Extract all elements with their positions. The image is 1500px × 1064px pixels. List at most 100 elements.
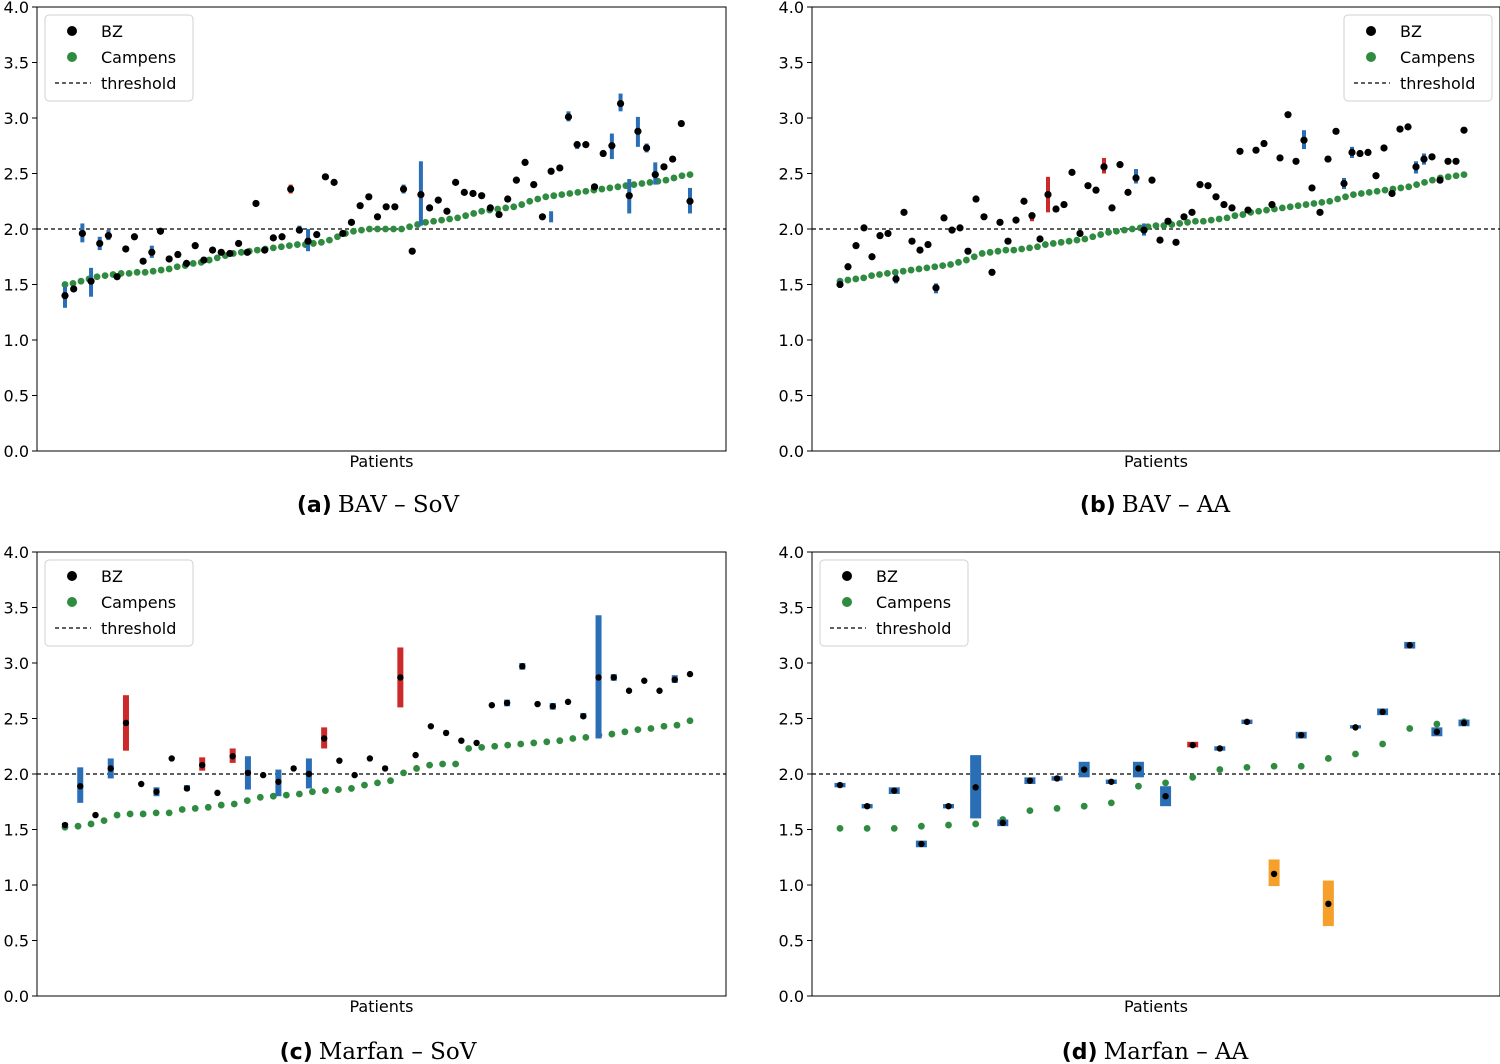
- bz-point: [1316, 208, 1324, 216]
- campens-point: [1421, 178, 1428, 186]
- campens-point: [178, 806, 186, 813]
- bz-point: [113, 273, 121, 281]
- bz-point: [373, 213, 382, 221]
- bz-point: [458, 737, 465, 744]
- y-tick-label: 1.0: [779, 331, 804, 350]
- bz-point: [1196, 181, 1204, 189]
- campens-point: [1184, 218, 1191, 226]
- bz-point: [999, 819, 1006, 827]
- bz-point: [351, 771, 358, 779]
- bz-point: [1348, 148, 1356, 157]
- bz-point: [530, 181, 538, 189]
- y-tick-label: 3.5: [779, 54, 804, 73]
- bz-point: [972, 195, 980, 203]
- legend-marker-campens: [1366, 52, 1376, 62]
- bz-point: [924, 240, 932, 249]
- bz-point: [122, 719, 130, 727]
- y-tick-label: 4.0: [779, 543, 804, 562]
- campens-point: [77, 277, 85, 285]
- bz-point: [259, 771, 267, 779]
- campens-point: [237, 248, 245, 256]
- campens-point: [191, 805, 199, 812]
- legend-marker-campens: [842, 597, 852, 607]
- y-tick-label: 3.5: [4, 54, 29, 73]
- bz-point: [269, 234, 277, 242]
- x-axis-label: Patients: [1124, 997, 1188, 1016]
- campens-point: [598, 185, 606, 193]
- bz-point: [408, 247, 416, 255]
- campens-point: [149, 267, 157, 275]
- campens-point: [69, 279, 77, 287]
- bz-point: [868, 253, 876, 261]
- campens-point: [1018, 245, 1026, 253]
- campens-point: [558, 191, 566, 198]
- bz-point: [452, 178, 460, 186]
- bz-point: [503, 699, 511, 707]
- bz-point: [884, 229, 892, 238]
- bz-point: [945, 802, 952, 810]
- campens-point: [230, 800, 238, 808]
- campens-point: [1176, 220, 1184, 227]
- legend-label: Campens: [1400, 48, 1475, 67]
- bz-point: [168, 755, 175, 762]
- campens-point: [157, 266, 165, 274]
- campens-point: [1452, 172, 1460, 180]
- legend: BZ Campens threshold: [44, 559, 194, 647]
- panel-caption: (c) Marfan – SoV: [280, 1039, 477, 1064]
- y-tick-label: 0.5: [779, 387, 804, 406]
- bz-point: [1380, 144, 1388, 152]
- bz-point: [844, 263, 852, 271]
- legend-label: threshold: [876, 619, 951, 638]
- bz-point: [339, 229, 347, 238]
- campens-point: [986, 248, 994, 256]
- campens-point: [852, 275, 860, 283]
- legend-marker-bz: [842, 571, 852, 581]
- bz-point: [1080, 766, 1088, 773]
- campens-point: [1216, 766, 1224, 773]
- bz-point: [442, 729, 450, 737]
- campens-point: [1162, 779, 1169, 787]
- bz-point: [1156, 236, 1164, 244]
- campens-point: [582, 187, 590, 195]
- bz-point: [892, 275, 900, 283]
- x-axis-label: Patients: [1124, 452, 1188, 471]
- campens-point: [1010, 246, 1018, 254]
- campens-point: [883, 270, 891, 277]
- bz-point: [1372, 172, 1380, 180]
- bz-point: [1356, 149, 1364, 158]
- campens-point: [387, 777, 394, 785]
- campens-point: [1302, 201, 1310, 208]
- campens-point: [1120, 226, 1128, 234]
- bz-point: [148, 248, 156, 256]
- campens-point: [1297, 762, 1305, 770]
- bz-point: [852, 242, 860, 250]
- bz-point: [1148, 176, 1156, 184]
- caption-text: BAV – SoV: [338, 492, 460, 518]
- campens-point: [438, 216, 446, 224]
- bz-point: [1044, 190, 1052, 199]
- bz-point: [1216, 745, 1224, 752]
- campens-point: [309, 240, 317, 247]
- bz-point: [290, 765, 297, 772]
- bz-point: [1172, 238, 1180, 246]
- campens-point: [213, 254, 221, 262]
- campens-point: [582, 733, 590, 741]
- bz-point: [549, 703, 557, 710]
- campens-point: [836, 824, 844, 832]
- campens-point: [1065, 237, 1073, 245]
- bz-point: [671, 676, 678, 683]
- bz-point: [61, 821, 69, 829]
- campens-point: [422, 218, 429, 226]
- bz-point: [547, 167, 555, 175]
- bz-point: [512, 176, 520, 184]
- bz-point: [391, 203, 399, 211]
- bz-point: [564, 113, 573, 121]
- campens-point: [1135, 782, 1142, 790]
- bz-point: [1396, 125, 1404, 133]
- campens-point: [348, 785, 355, 792]
- legend: BZ Campens threshold: [1343, 14, 1493, 102]
- bz-point: [908, 237, 916, 245]
- bz-point: [1020, 197, 1028, 205]
- panel-caption: (d) Marfan – AA: [1062, 1039, 1249, 1064]
- bz-point: [1270, 870, 1278, 878]
